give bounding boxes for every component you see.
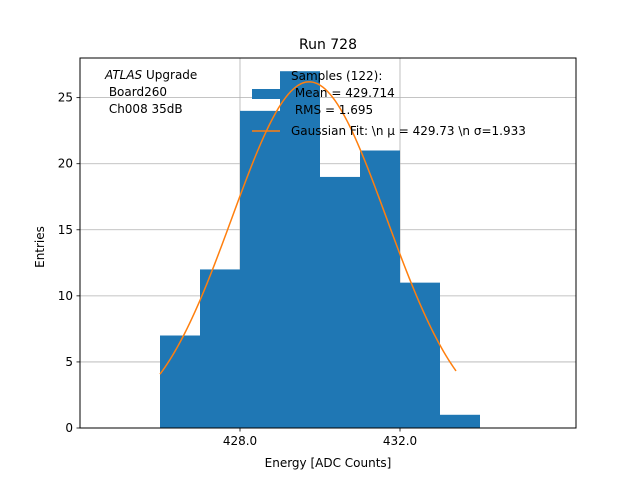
legend-mean-line: Mean = 429.714 bbox=[291, 86, 395, 100]
legend-fit-label: Gaussian Fit: \n μ = 429.73 \n σ=1.933 bbox=[291, 124, 526, 138]
legend-histogram-swatch bbox=[252, 89, 280, 99]
histogram-bars bbox=[160, 71, 480, 428]
histogram-bar bbox=[160, 335, 200, 428]
tick-layer: 428.0 432.0 0 5 10 15 20 25 bbox=[58, 91, 417, 448]
histogram-bar bbox=[440, 414, 480, 428]
chart-title: Run 728 bbox=[299, 37, 357, 53]
x-axis-label: Energy [ADC Counts] bbox=[265, 456, 392, 470]
legend-samples-line: Samples (122): bbox=[291, 69, 382, 83]
y-tick-label: 15 bbox=[58, 223, 73, 237]
legend-rms-line: RMS = 1.695 bbox=[291, 103, 373, 117]
histogram-bar bbox=[320, 176, 360, 428]
gaussian-fit-curve bbox=[159, 81, 457, 375]
y-tick-label: 25 bbox=[58, 91, 73, 105]
y-tick-label: 5 bbox=[65, 355, 73, 369]
x-tick-label: 432.0 bbox=[383, 434, 417, 448]
legend: Samples (122): Mean = 429.714 RMS = 1.69… bbox=[252, 69, 526, 138]
histogram-bar bbox=[240, 110, 280, 428]
upgrade-label: Upgrade bbox=[142, 68, 197, 82]
histogram-bar bbox=[400, 282, 440, 428]
y-tick-label: 0 bbox=[65, 421, 73, 435]
y-tick-label: 10 bbox=[58, 289, 73, 303]
y-axis-label: Entries bbox=[33, 226, 47, 268]
x-tick-label: 428.0 bbox=[223, 434, 257, 448]
histogram-bar bbox=[360, 150, 400, 428]
y-tick-label: 20 bbox=[58, 157, 73, 171]
histogram-bar bbox=[280, 71, 320, 428]
axes-frame bbox=[79, 57, 577, 429]
atlas-annotation-line3: Ch008 35dB bbox=[105, 102, 183, 116]
histogram-bar bbox=[200, 269, 240, 428]
atlas-label: ATLAS bbox=[104, 68, 143, 82]
fit-layer bbox=[159, 81, 457, 375]
atlas-annotation-line2: Board260 bbox=[105, 85, 167, 99]
atlas-annotation-line1: ATLAS Upgrade bbox=[104, 68, 197, 82]
